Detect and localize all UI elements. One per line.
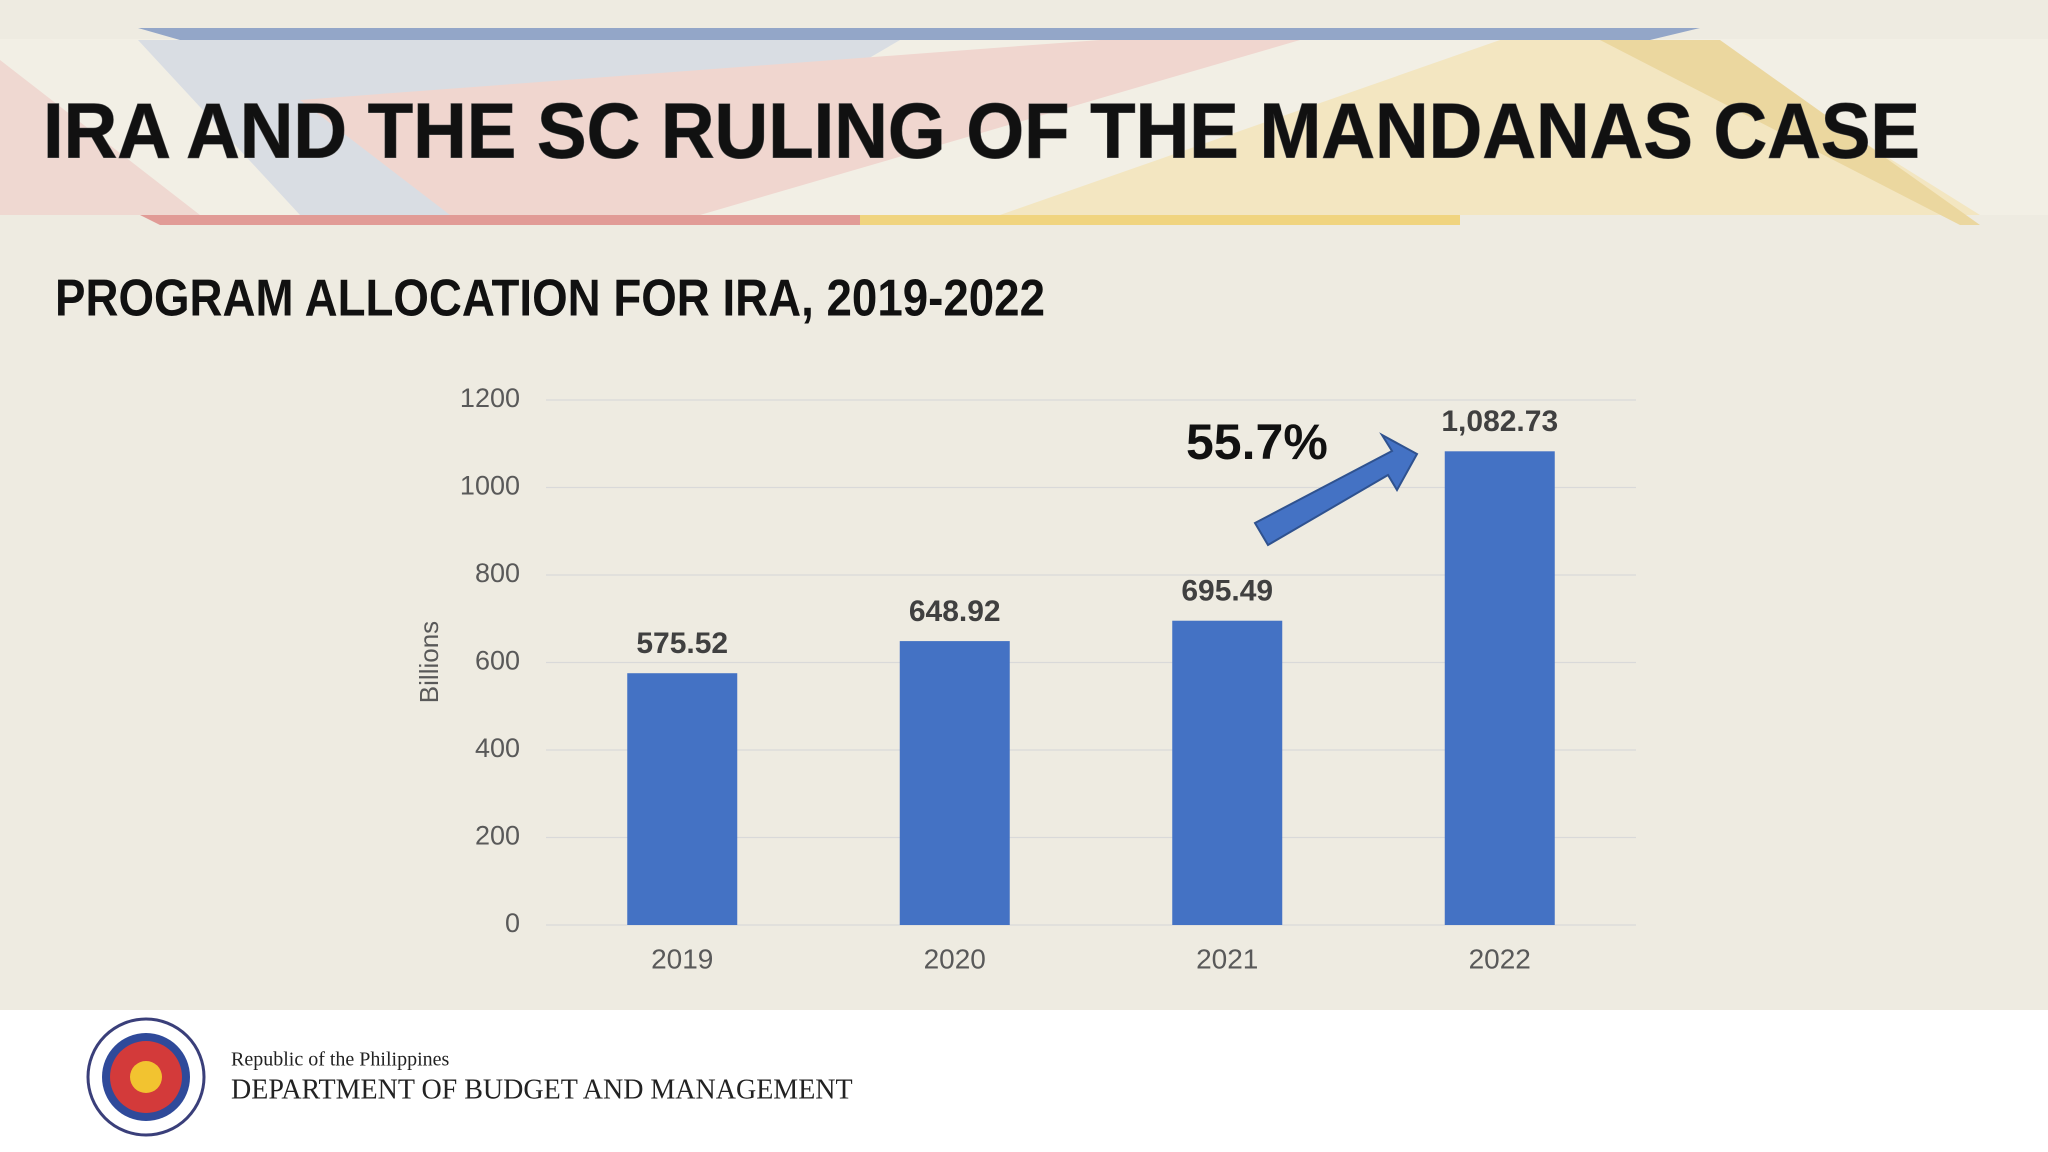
x-tick-label: 2020 (924, 943, 986, 974)
annotation-arrow (1253, 432, 1419, 547)
bar (1172, 620, 1283, 925)
seal (86, 1017, 206, 1137)
bar (899, 641, 1010, 925)
value-label: 695.49 (1181, 575, 1273, 608)
bar (627, 673, 738, 925)
y-tick-label: 1000 (460, 471, 520, 501)
banner-shape (1600, 40, 1980, 225)
seal-center (130, 1061, 162, 1093)
x-tick-label: 2022 (1469, 943, 1531, 974)
y-tick-label: 0 (505, 908, 520, 938)
banner-stripe (140, 215, 860, 225)
x-tick-label: 2019 (651, 943, 713, 974)
slide-title: IRA AND THE SC RULING OF THE MANDANAS CA… (43, 87, 1920, 175)
banner-shape (300, 40, 1300, 215)
banner-shape (0, 60, 200, 215)
y-tick-label: 1200 (460, 383, 520, 413)
plot: 0 200 400 600 800 1000 1200 575.52 2019 648.92 202… (460, 383, 1636, 974)
chart-title: PROGRAM ALLOCATION FOR IRA, 2019-2022 (55, 270, 1045, 328)
footer-line1: Republic of the Philippines (231, 1049, 450, 1071)
y-tick-label: 400 (475, 733, 520, 763)
x-tick-label: 2021 (1196, 943, 1258, 974)
value-label: 575.52 (636, 627, 728, 660)
banner-stripe (138, 28, 1700, 40)
value-label: 648.92 (909, 595, 1001, 628)
footer-line2: DEPARTMENT OF BUDGET AND MANAGEMENT (231, 1074, 853, 1105)
banner-stripe (860, 215, 1460, 225)
y-axis-label: Billions (414, 621, 444, 703)
value-label: 1,082.73 (1441, 405, 1558, 438)
annotation: 55.7% (1186, 414, 1328, 470)
y-tick-label: 200 (475, 821, 520, 851)
bar (1444, 451, 1555, 925)
footer (0, 1010, 2048, 1152)
y-tick-label: 600 (475, 646, 520, 676)
y-tick-label: 800 (475, 558, 520, 588)
banner (0, 28, 2048, 225)
